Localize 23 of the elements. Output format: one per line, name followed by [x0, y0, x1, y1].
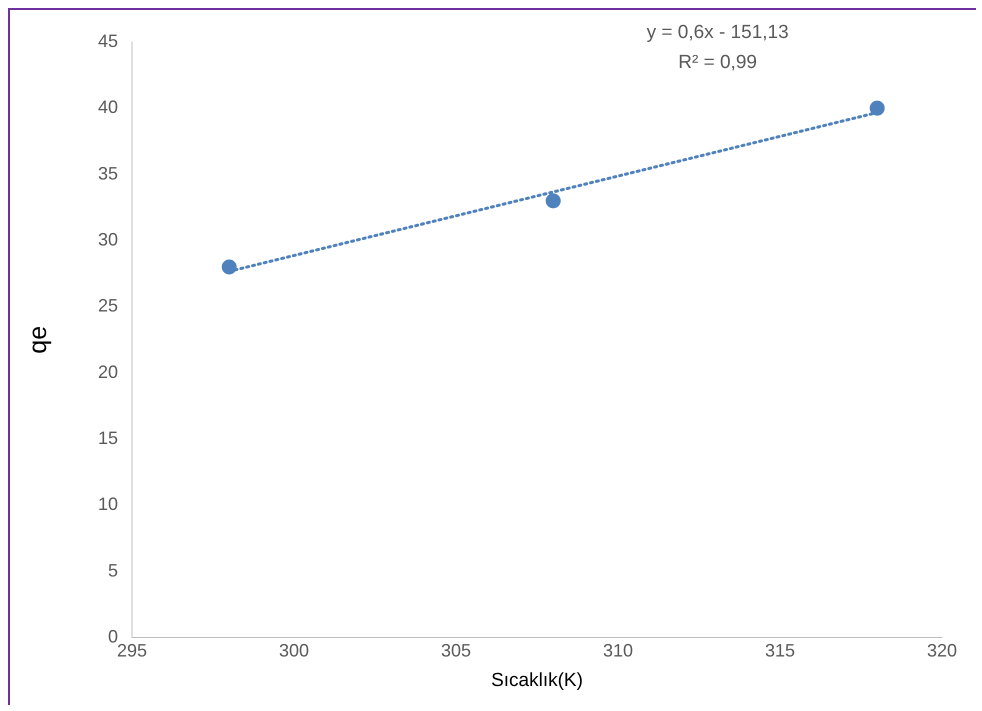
annotation: R² = 0,99 [678, 52, 757, 74]
y-tick-label: 35 [98, 163, 118, 184]
y-axis-title: qe [24, 326, 52, 354]
point [546, 193, 561, 208]
y-tick-label: 5 [108, 560, 118, 580]
x-tick-label: 310 [602, 640, 634, 660]
annotation: y = 0,6x - 151,13 [646, 22, 789, 44]
point [222, 260, 237, 275]
y-tick-label: 25 [98, 296, 118, 316]
y-tick-label: 45 [98, 30, 118, 51]
y-tick-label: 10 [98, 494, 118, 514]
y-tick-label: 15 [98, 428, 118, 448]
x-tick-label: 305 [440, 640, 472, 660]
x-axis-title: Sıcaklık(K) [491, 670, 583, 691]
y-tick-label: 30 [98, 230, 118, 250]
y-tick-label: 20 [98, 362, 118, 382]
y-tick-label: 0 [108, 626, 118, 647]
x-tick-label: 295 [117, 640, 148, 660]
x-tick-label: 315 [764, 640, 796, 660]
y-tick-label: 40 [98, 97, 118, 118]
point [870, 100, 885, 116]
x-tick-label: 300 [278, 640, 310, 660]
x-tick-label: 320 [926, 640, 958, 660]
